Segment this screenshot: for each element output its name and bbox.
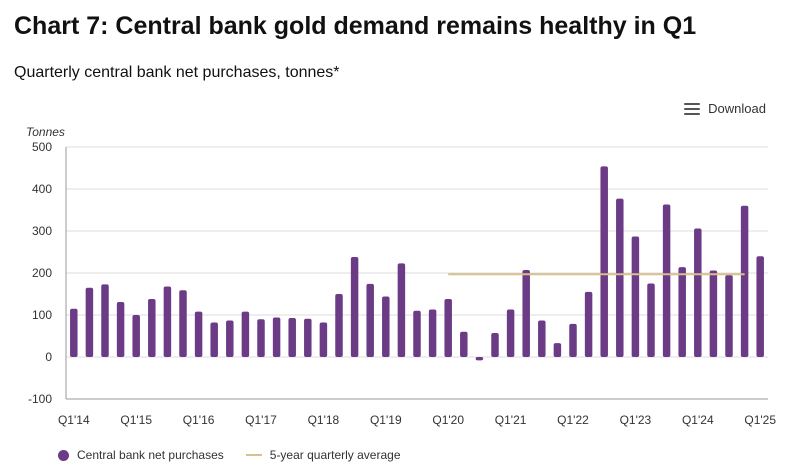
x-tick-label: Q1'18 (308, 413, 340, 427)
bar (101, 284, 109, 357)
legend-label-average: 5-year quarterly average (269, 448, 401, 462)
legend-swatch-average (245, 454, 262, 456)
bar (569, 323, 577, 357)
bar (116, 301, 125, 357)
bar (460, 331, 468, 357)
x-tick-label: Q1'25 (744, 413, 776, 427)
bar (616, 198, 624, 357)
bar (413, 310, 421, 357)
bar (241, 311, 250, 357)
x-tick-label: Q1'24 (682, 413, 714, 427)
x-tick-label: Q1'21 (495, 413, 527, 427)
legend-label-bars: Central bank net purchases (77, 448, 224, 462)
bar (132, 315, 140, 357)
y-tick-label: 100 (32, 308, 52, 322)
y-axis-label: Tonnes (26, 125, 65, 139)
bar (179, 290, 187, 357)
x-tick-label: Q1'14 (58, 413, 90, 427)
bar (662, 204, 671, 357)
legend-swatch-bars (58, 449, 69, 461)
legend: Central bank net purchases 5-year quarte… (58, 448, 423, 462)
bar (631, 236, 640, 357)
bar (756, 256, 764, 357)
y-tick-label: 200 (32, 266, 52, 280)
bar (148, 299, 156, 357)
bar (85, 287, 94, 357)
bar (272, 317, 281, 357)
y-tick-label: -100 (28, 392, 52, 406)
menu-icon (684, 102, 701, 115)
bar (304, 318, 312, 357)
bar (428, 309, 437, 357)
bar (694, 228, 702, 357)
bar (382, 296, 390, 357)
bar (194, 311, 203, 357)
bar (319, 322, 328, 357)
bar (584, 291, 593, 357)
bar (350, 257, 359, 357)
bar (288, 317, 296, 357)
legend-item-bars[interactable]: Central bank net purchases (58, 448, 224, 462)
y-tick-label: 300 (32, 224, 52, 238)
x-tick-label: Q1'22 (557, 413, 589, 427)
x-tick-label: Q1'23 (620, 413, 652, 427)
legend-item-average[interactable]: 5-year quarterly average (245, 448, 401, 462)
bar (647, 283, 655, 357)
x-tick-label: Q1'16 (183, 413, 215, 427)
bar (678, 267, 686, 357)
bar (491, 333, 499, 357)
download-label: Download (708, 101, 766, 116)
bar (522, 270, 530, 357)
bar (70, 308, 78, 357)
bar (600, 166, 608, 357)
bar (257, 319, 265, 357)
bar (740, 205, 749, 357)
bar (163, 286, 172, 357)
chart-subtitle: Quarterly central bank net purchases, to… (14, 64, 340, 81)
x-tick-label: Q1'19 (370, 413, 402, 427)
x-tick-label: Q1'20 (432, 413, 464, 427)
bar (538, 320, 546, 357)
bar (475, 357, 484, 361)
y-tick-label: 500 (32, 140, 52, 154)
x-tick-label: Q1'17 (245, 413, 277, 427)
bar (506, 309, 515, 357)
download-button[interactable]: Download (684, 101, 766, 116)
y-tick-label: 0 (45, 350, 52, 364)
bar (397, 263, 406, 357)
x-tick-label: Q1'15 (120, 413, 152, 427)
bar (226, 320, 234, 357)
bar (210, 322, 218, 357)
y-tick-label: 400 (32, 182, 52, 196)
bar (725, 275, 733, 357)
bar (444, 299, 452, 357)
bar (335, 294, 343, 357)
chart-title: Chart 7: Central bank gold demand remain… (14, 12, 697, 40)
bar (366, 283, 374, 357)
bar (709, 270, 718, 357)
bar (553, 343, 562, 357)
